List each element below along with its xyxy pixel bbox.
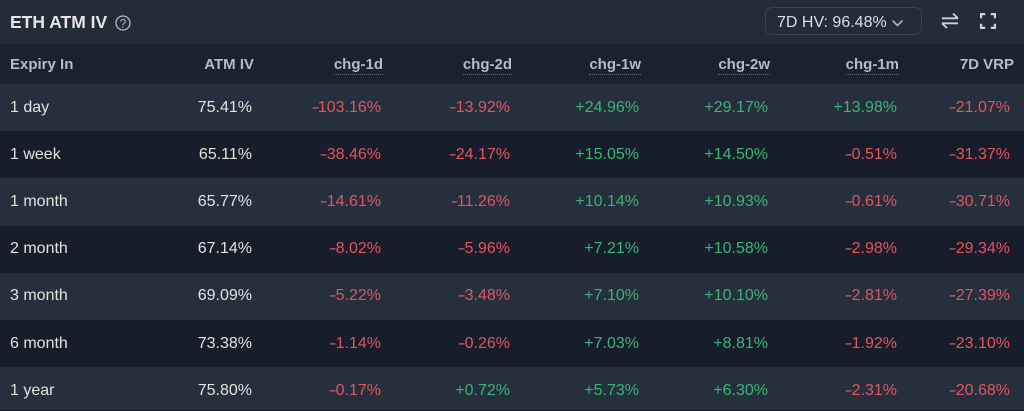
svg-text:?: ? xyxy=(120,16,127,30)
